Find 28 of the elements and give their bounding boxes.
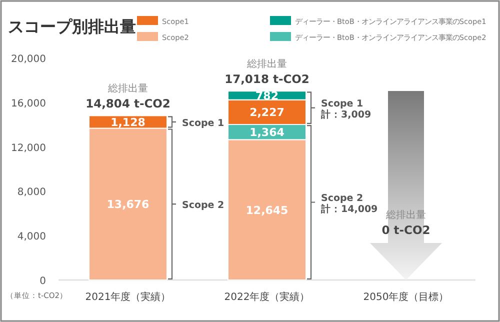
annotation: Scope 2 xyxy=(321,192,364,204)
data-label: 12,645 xyxy=(246,204,288,217)
y-tick-label: 4,000 xyxy=(17,232,46,243)
annotation: 計：14,009 xyxy=(320,202,378,215)
total-label: 14,804 t-CO2 xyxy=(86,96,170,111)
annotation: 計：3,009 xyxy=(320,108,372,120)
x-tick-label: 2050年度（目標） xyxy=(363,291,449,303)
annotation: 総排出量 xyxy=(107,82,148,95)
x-tick-label: 2022年度（実績） xyxy=(224,291,310,303)
y-tick-label: 12,000 xyxy=(11,142,46,154)
data-label: 13,676 xyxy=(106,198,150,212)
x-tick-label: 2021年度（実績） xyxy=(85,291,171,303)
annotation: 総排出量 xyxy=(385,209,426,221)
data-label: 2,227 xyxy=(250,106,284,120)
annotation: Scope 1 xyxy=(182,118,224,129)
y-tick-label: 8,000 xyxy=(17,187,46,198)
data-label: 1,364 xyxy=(250,126,285,140)
data-label: 782 xyxy=(256,89,278,102)
annotation: Scope 2 xyxy=(182,200,224,212)
chart-title: スコープ別排出量 xyxy=(8,17,136,36)
data-label: 1,128 xyxy=(110,116,146,129)
text: 0 t-CO2 xyxy=(382,223,430,237)
y-tick-label: 20,000 xyxy=(11,54,46,65)
annotation: Scope 1 xyxy=(321,98,364,110)
annotation: 総排出量 xyxy=(246,58,287,70)
y-tick-label: 16,000 xyxy=(11,98,46,110)
total-label: 17,018 t-CO2 xyxy=(224,72,310,86)
y-tick-label: 0 xyxy=(40,276,46,287)
